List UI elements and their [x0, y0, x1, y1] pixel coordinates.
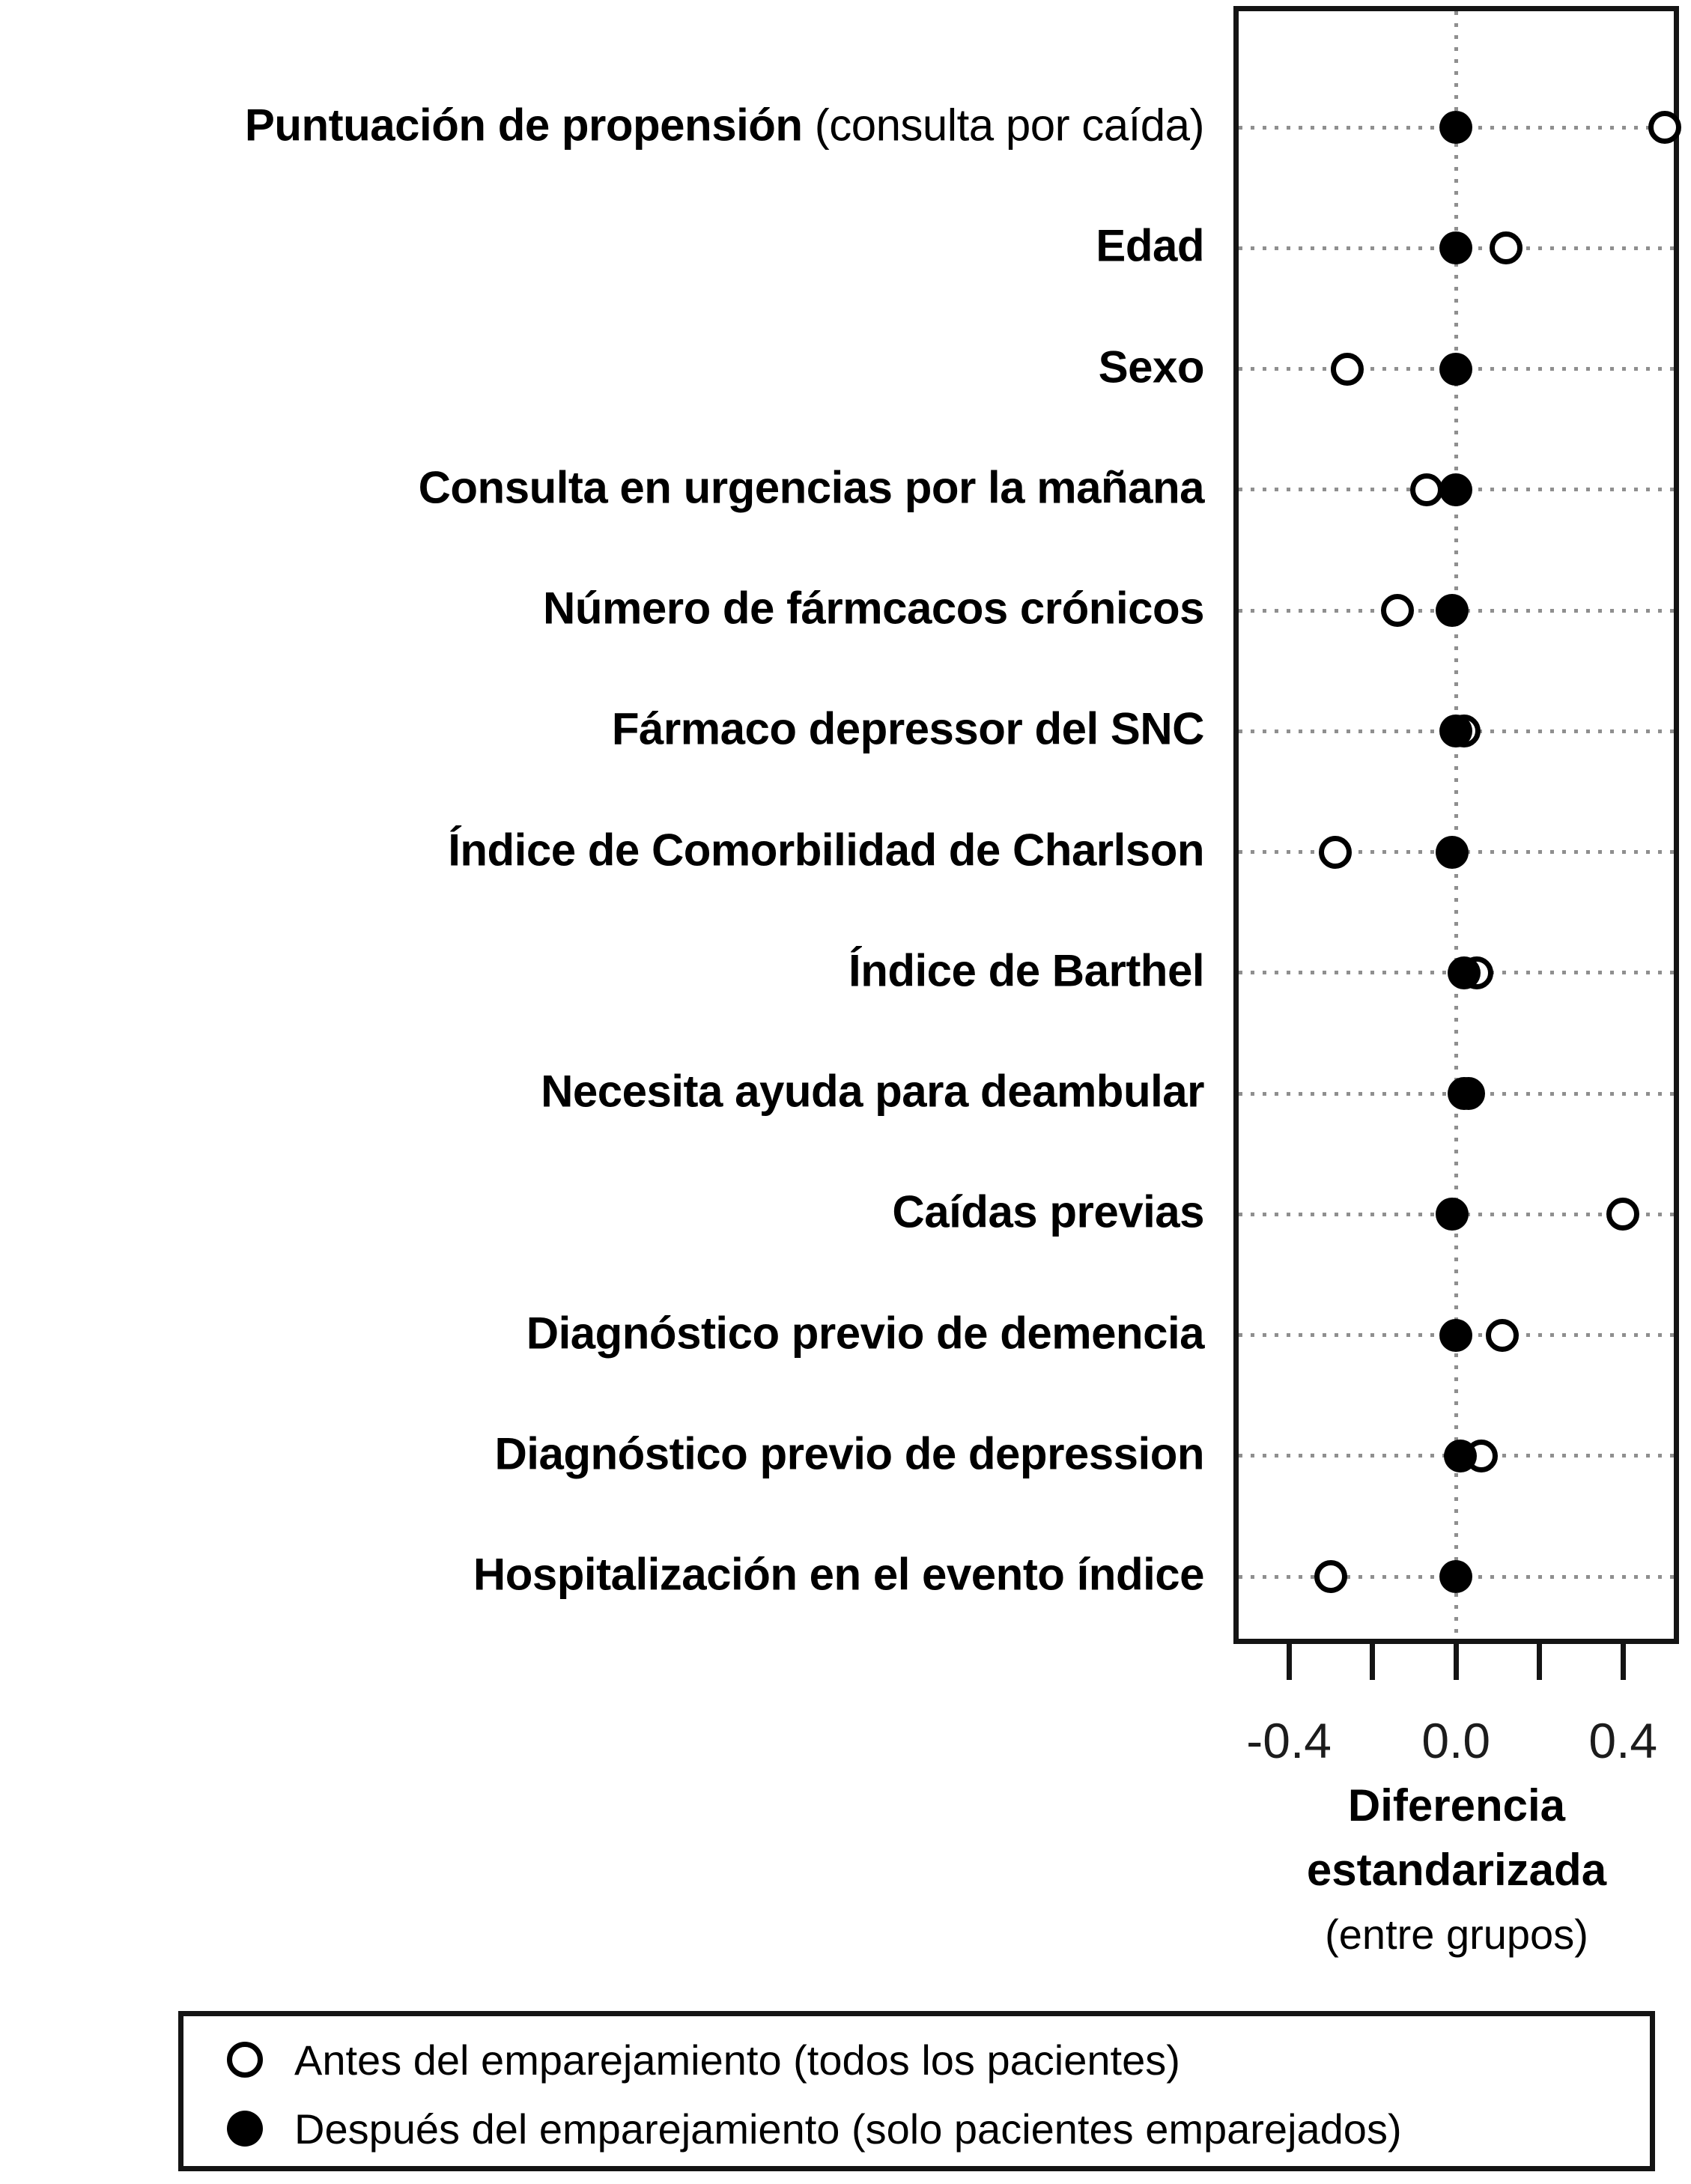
x-axis-title-line-1: Diferencia	[1347, 1780, 1566, 1830]
legend-box: Antes del emparejamiento (todos los paci…	[178, 2011, 1655, 2171]
data-point-before	[1648, 111, 1682, 144]
data-point-before	[1314, 1560, 1347, 1593]
category-label: Diagnóstico previo de demencia	[526, 1308, 1205, 1359]
data-point-after	[1439, 473, 1473, 506]
category-label: Número de fármcacos crónicos	[543, 583, 1204, 634]
x-axis-title-line-2: estandarizada	[1306, 1845, 1607, 1895]
x-axis-tick-label: -0.4	[1246, 1713, 1332, 1768]
data-point-after	[1439, 1318, 1473, 1352]
data-point-after	[1439, 111, 1473, 144]
category-label: Sexo	[1098, 342, 1205, 392]
category-label: Hospitalización en el evento índice	[473, 1549, 1205, 1600]
category-label: Caídas previas	[892, 1186, 1204, 1237]
data-point-before	[1606, 1198, 1640, 1231]
data-point-after	[1435, 594, 1469, 627]
legend-item-before: Antes del emparejamiento (todos los paci…	[227, 2036, 1180, 2084]
data-point-before	[1410, 473, 1444, 506]
x-axis-tick	[1370, 1644, 1376, 1680]
data-point-before	[1318, 835, 1352, 869]
open-circle-icon	[227, 2042, 263, 2078]
category-label: Puntuación de propensión (consulta por c…	[244, 100, 1205, 151]
x-axis-tick-label: 0.0	[1421, 1713, 1491, 1768]
zero-gridline	[1454, 11, 1458, 1639]
category-label: Diagnóstico previo de depression	[494, 1428, 1204, 1479]
x-axis-tick	[1453, 1644, 1459, 1680]
data-point-before	[1331, 352, 1364, 386]
data-point-after	[1435, 835, 1469, 869]
data-point-after	[1439, 1560, 1473, 1593]
x-axis-title: Diferencia estandarizada (entre grupos)	[1082, 1774, 1691, 1967]
x-axis-tick	[1620, 1644, 1626, 1680]
category-label: Índice de Comorbilidad de Charlson	[448, 825, 1204, 876]
category-label: Necesita ayuda para deambular	[541, 1066, 1204, 1117]
category-label: Fármaco depressor del SNC	[611, 703, 1205, 754]
category-label: Edad	[1096, 220, 1204, 271]
legend-label-before: Antes del emparejamiento (todos los paci…	[294, 2036, 1180, 2084]
data-point-after	[1443, 1439, 1477, 1472]
category-label: Índice de Barthel	[848, 945, 1204, 996]
x-axis-title-line-3: (entre grupos)	[1325, 1911, 1588, 1958]
data-point-after	[1439, 715, 1473, 748]
data-point-before	[1485, 1318, 1519, 1352]
data-point-after	[1448, 956, 1481, 989]
data-point-before	[1490, 231, 1523, 265]
x-axis-tick-label: 0.4	[1588, 1713, 1658, 1768]
data-point-after	[1439, 231, 1473, 265]
x-axis-tick	[1286, 1644, 1292, 1680]
legend-label-after: Después del emparejamiento (solo pacient…	[294, 2105, 1402, 2153]
data-point-after	[1448, 1077, 1481, 1110]
category-label: Consulta en urgencias por la mañana	[418, 462, 1205, 513]
legend-item-after: Después del emparejamiento (solo pacient…	[227, 2105, 1402, 2153]
data-point-before	[1381, 594, 1415, 627]
filled-circle-icon	[227, 2111, 263, 2147]
x-axis-tick	[1537, 1644, 1543, 1680]
data-point-after	[1439, 352, 1473, 386]
data-point-after	[1435, 1198, 1469, 1231]
